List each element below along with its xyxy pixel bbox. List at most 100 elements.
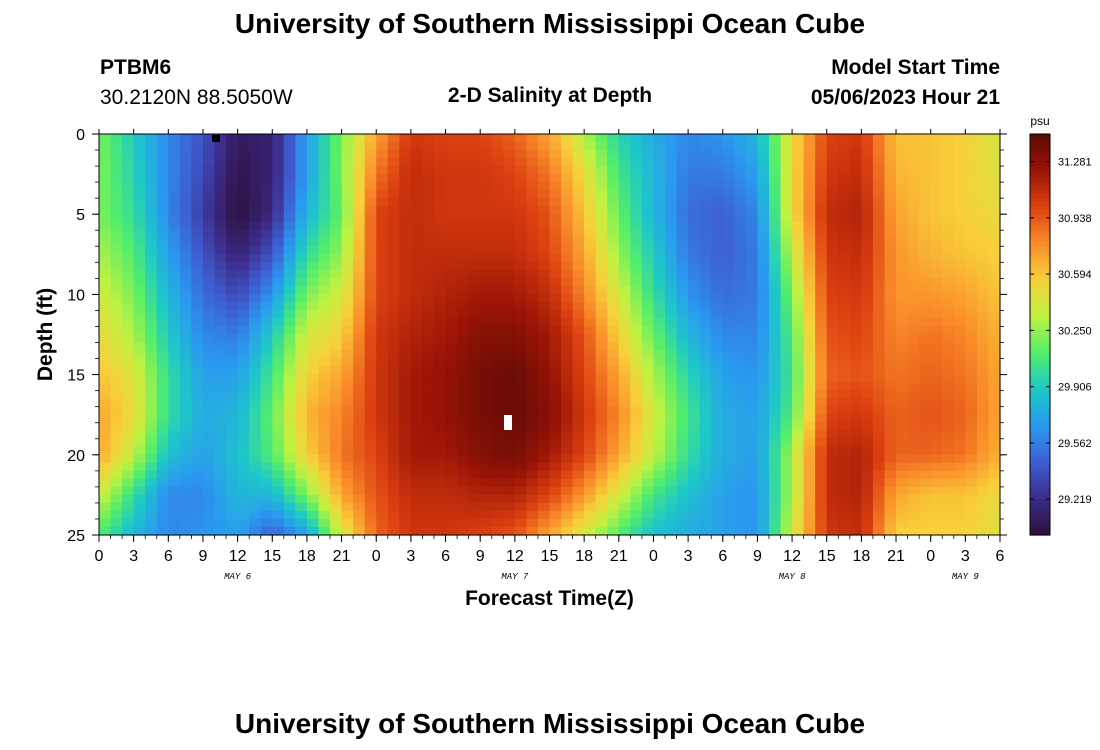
heatmap-cell <box>607 486 620 496</box>
heatmap-cell <box>330 326 343 336</box>
heatmap-cell <box>676 230 689 239</box>
heatmap-cell <box>537 366 551 376</box>
heatmap-cell <box>99 422 112 432</box>
heatmap-cell <box>584 230 597 239</box>
heatmap-cell <box>561 230 574 239</box>
heatmap-cell <box>480 374 493 384</box>
heatmap-cell <box>537 310 551 320</box>
heatmap-cell <box>919 526 932 536</box>
heatmap-cell <box>376 318 389 328</box>
heatmap-cell <box>226 406 239 416</box>
heatmap-cell <box>630 438 643 448</box>
heatmap-cell <box>272 222 285 231</box>
heatmap-cell <box>422 206 435 215</box>
heatmap-cell <box>549 158 562 167</box>
heatmap-cell <box>179 206 193 215</box>
heatmap-cell <box>168 398 181 408</box>
heatmap-cell <box>561 470 574 480</box>
heatmap-cell <box>99 478 112 488</box>
heatmap-cell <box>665 470 678 480</box>
surface-marker <box>212 135 220 142</box>
heatmap-cell <box>364 230 377 239</box>
heatmap-cell <box>306 374 320 384</box>
heatmap-cell <box>226 438 239 448</box>
heatmap-cell <box>145 414 158 424</box>
heatmap-cell <box>283 310 296 320</box>
heatmap-cell <box>896 462 909 472</box>
heatmap-cell <box>803 342 816 352</box>
heatmap-cell <box>468 470 481 480</box>
heatmap-cell <box>665 510 678 520</box>
heatmap-cell <box>653 366 666 376</box>
heatmap-cell <box>480 238 493 247</box>
heatmap-cell <box>896 374 909 384</box>
heatmap-cell <box>260 318 273 328</box>
heatmap-cell <box>849 518 862 528</box>
colorbar-tick-label: 30.250 <box>1058 325 1092 337</box>
heatmap-cell <box>676 406 689 416</box>
heatmap-cell <box>283 486 296 496</box>
heatmap-cell <box>353 318 366 328</box>
heatmap-cell <box>826 486 839 496</box>
heatmap-cell <box>780 198 793 207</box>
heatmap-cell <box>491 382 504 392</box>
heatmap-cell <box>572 206 585 215</box>
heatmap-cell <box>387 166 400 175</box>
heatmap-cell <box>272 318 285 328</box>
heatmap-cell <box>491 342 504 352</box>
heatmap-cell <box>353 158 366 167</box>
heatmap-cell <box>861 470 874 480</box>
heatmap-cell <box>491 198 504 207</box>
heatmap-cell <box>399 334 412 344</box>
heatmap-cell <box>537 334 551 344</box>
heatmap-cell <box>965 190 978 199</box>
heatmap-cell <box>780 430 793 440</box>
heatmap-cell <box>526 414 539 424</box>
heatmap-cell <box>249 350 262 360</box>
colorbar-tick-label: 29.562 <box>1058 438 1092 450</box>
heatmap-cell <box>202 454 216 464</box>
heatmap-cell <box>110 526 123 536</box>
heatmap-cell <box>907 350 920 360</box>
heatmap-cell <box>283 230 296 239</box>
heatmap-cell <box>561 526 574 536</box>
heatmap-cell <box>607 350 620 360</box>
heatmap-cell <box>445 350 458 360</box>
heatmap-cell <box>849 486 862 496</box>
heatmap-cell <box>433 462 447 472</box>
heatmap-cell <box>330 334 343 344</box>
heatmap-cell <box>699 430 712 440</box>
heatmap-cell <box>803 142 816 151</box>
heatmap-cell <box>699 358 712 368</box>
heatmap-cell <box>907 334 920 344</box>
heatmap-cell <box>965 366 978 376</box>
heatmap-cell <box>607 190 620 199</box>
heatmap-cell <box>364 158 377 167</box>
heatmap-cell <box>156 342 169 352</box>
heatmap-cell <box>988 358 1001 368</box>
heatmap-cell <box>572 470 585 480</box>
heatmap-cell <box>306 150 320 159</box>
heatmap-cell <box>341 382 354 392</box>
heatmap-cell <box>433 198 447 207</box>
heatmap-cell <box>688 174 701 183</box>
heatmap-cell <box>872 342 886 352</box>
heatmap-cell <box>422 374 435 384</box>
heatmap-cell <box>861 158 874 167</box>
heatmap-cell <box>226 446 239 456</box>
heatmap-cell <box>514 206 527 215</box>
heatmap-cell <box>688 302 701 312</box>
heatmap-cell <box>653 278 666 287</box>
heatmap-cell <box>156 142 169 151</box>
heatmap-cell <box>283 502 296 512</box>
heatmap-cell <box>376 510 389 520</box>
heatmap-cell <box>226 262 239 271</box>
heatmap-cell <box>653 294 666 304</box>
heatmap-cell <box>433 214 447 223</box>
colorbar-swatch <box>1030 318 1050 324</box>
heatmap-cell <box>676 286 689 295</box>
heatmap-cell <box>214 510 227 520</box>
heatmap-cell <box>792 342 805 352</box>
heatmap-cell <box>514 486 527 496</box>
heatmap-cell <box>295 158 308 167</box>
